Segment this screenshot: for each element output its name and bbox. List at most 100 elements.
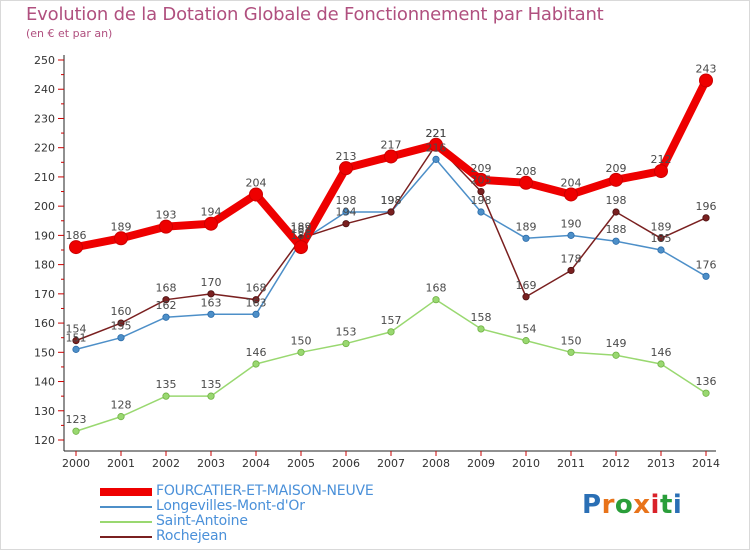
data-label: 162 [156, 299, 177, 312]
logo-letter: i [650, 490, 660, 520]
y-tick-label: 220 [34, 142, 55, 155]
data-label: 136 [696, 375, 717, 388]
data-point [252, 310, 260, 318]
y-tick-label: 170 [34, 288, 55, 301]
data-point [654, 164, 668, 179]
data-label: 194 [201, 206, 222, 219]
data-label: 186 [66, 229, 87, 242]
data-label: 146 [651, 346, 672, 359]
x-tick-label: 2007 [377, 457, 405, 470]
y-tick-label: 180 [34, 259, 55, 272]
y-tick-label: 230 [34, 112, 55, 125]
data-label: 170 [201, 276, 222, 289]
data-label: 168 [246, 282, 267, 295]
y-tick-label: 120 [34, 434, 55, 447]
y-tick-label: 130 [34, 405, 55, 418]
data-point [519, 175, 533, 190]
data-point [339, 161, 353, 176]
x-tick-label: 2012 [602, 457, 630, 470]
data-point [159, 219, 173, 234]
data-point [117, 413, 125, 421]
x-tick-label: 2004 [242, 457, 270, 470]
data-label: 198 [381, 194, 402, 207]
data-label: 168 [156, 282, 177, 295]
data-label: 198 [336, 194, 357, 207]
data-label: 158 [471, 311, 492, 324]
data-label: 205 [471, 174, 492, 187]
x-tick-label: 2003 [197, 457, 225, 470]
data-point [249, 187, 263, 202]
data-point [162, 392, 170, 400]
legend-label: FOURCATIER-ET-MAISON-NEUVE [156, 483, 374, 499]
data-label: 123 [66, 413, 87, 426]
data-label: 198 [606, 194, 627, 207]
data-point [432, 155, 440, 163]
data-label: 193 [156, 209, 177, 222]
data-point [294, 240, 308, 255]
data-point [72, 345, 80, 353]
data-label: 208 [516, 165, 537, 178]
data-label: 204 [246, 176, 267, 189]
logo-letter: t [659, 490, 673, 520]
x-tick-label: 2010 [512, 457, 540, 470]
data-point [432, 296, 440, 304]
data-label: 196 [696, 200, 717, 213]
data-label: 243 [696, 62, 717, 75]
data-point [342, 339, 350, 348]
data-label: 154 [66, 323, 87, 336]
data-point [699, 73, 713, 88]
data-point [384, 149, 398, 164]
data-point [522, 293, 530, 301]
data-point [387, 328, 395, 336]
data-label: 163 [201, 296, 222, 309]
data-point [567, 231, 575, 239]
data-label: 157 [381, 314, 402, 327]
data-label: 150 [561, 334, 582, 347]
data-point [612, 237, 620, 245]
data-point [702, 214, 710, 222]
data-point [72, 427, 80, 435]
legend-label: Longevilles-Mont-d'Or [156, 498, 305, 514]
legend-swatch [100, 535, 152, 538]
data-point [657, 360, 665, 368]
data-point [567, 348, 575, 356]
data-label: 146 [246, 346, 267, 359]
data-point [612, 208, 620, 216]
data-label: 151 [66, 331, 87, 344]
data-label: 217 [381, 138, 402, 151]
y-tick-label: 250 [34, 54, 55, 67]
data-label: 168 [426, 282, 447, 295]
y-tick-label: 140 [34, 376, 55, 389]
x-tick-label: 2008 [422, 457, 450, 470]
data-label: 204 [561, 176, 582, 189]
data-label: 190 [561, 217, 582, 230]
data-label: 153 [336, 326, 357, 339]
data-label: 221 [426, 127, 447, 140]
x-tick-label: 2000 [62, 457, 90, 470]
data-label: 155 [111, 320, 132, 333]
data-point [522, 234, 530, 242]
logo-letter: x [633, 490, 651, 520]
data-label: 209 [471, 162, 492, 175]
data-point [474, 172, 488, 187]
legend-swatch [100, 520, 152, 523]
logo-letter: i [672, 490, 683, 520]
data-point [117, 334, 125, 342]
data-label: 163 [246, 296, 267, 309]
data-label: 185 [651, 232, 672, 245]
proxiti-logo: Proxiti [582, 490, 682, 520]
data-point [567, 266, 575, 275]
data-point [69, 240, 83, 255]
data-point [657, 246, 665, 254]
data-label: 169 [516, 279, 537, 292]
data-label: 216 [426, 141, 447, 154]
legend-swatch [100, 487, 152, 496]
data-label: 186 [291, 229, 312, 242]
data-point [117, 319, 125, 327]
data-point [702, 389, 710, 397]
data-point [387, 208, 395, 216]
y-tick-label: 150 [34, 346, 55, 359]
y-tick-label: 210 [34, 171, 55, 184]
x-tick-label: 2014 [692, 457, 720, 470]
